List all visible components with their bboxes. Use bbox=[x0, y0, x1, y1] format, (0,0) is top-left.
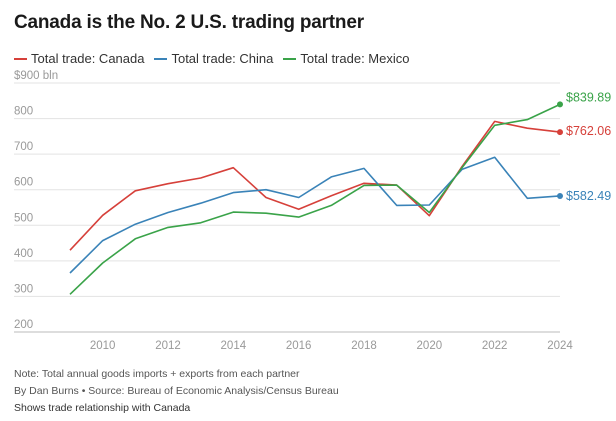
x-tick-label-2010: 2010 bbox=[90, 340, 116, 352]
y-tick-label-800: 800 bbox=[14, 106, 33, 118]
legend: Total trade: Canada Total trade: China T… bbox=[14, 51, 409, 66]
chart-note: Note: Total annual goods imports + expor… bbox=[14, 368, 300, 380]
legend-label-canada: Total trade: Canada bbox=[31, 51, 145, 66]
chart-title: Canada is the No. 2 U.S. trading partner bbox=[14, 12, 364, 33]
y-tick-label-400: 400 bbox=[14, 248, 33, 260]
legend-item-mexico: Total trade: Mexico bbox=[283, 51, 409, 66]
y-tick-label-700: 700 bbox=[14, 141, 33, 153]
legend-item-canada: Total trade: Canada bbox=[14, 51, 144, 66]
chart-relation: Shows trade relationship with Canada bbox=[14, 402, 191, 414]
x-tick-label-2018: 2018 bbox=[351, 340, 377, 352]
legend-item-china: Total trade: China bbox=[154, 51, 273, 66]
x-tick-label-2022: 2022 bbox=[482, 340, 508, 352]
legend-label-mexico: Total trade: Mexico bbox=[300, 51, 410, 66]
end-label-canada: $762.06 bbox=[566, 124, 611, 138]
x-tick-label-2012: 2012 bbox=[155, 340, 181, 352]
y-tick-label-300: 300 bbox=[14, 283, 33, 295]
end-label-china: $582.49 bbox=[566, 189, 611, 203]
legend-label-china: Total trade: China bbox=[171, 51, 274, 66]
series-line-mexico bbox=[69, 103, 561, 295]
legend-swatch-mexico bbox=[283, 57, 297, 60]
series-line-china bbox=[69, 156, 561, 274]
x-tick-label-2024: 2024 bbox=[547, 340, 573, 352]
y-tick-label-500: 500 bbox=[14, 212, 33, 224]
y-tick-label-200: 200 bbox=[14, 319, 33, 331]
y-tick-label-600: 600 bbox=[14, 177, 33, 189]
x-tick-label-2020: 2020 bbox=[417, 340, 443, 352]
legend-swatch-china bbox=[154, 57, 168, 60]
data-point-canada-2024 bbox=[557, 129, 563, 136]
chart-credit: By Dan Burns • Source: Bureau of Economi… bbox=[14, 385, 339, 397]
series-line-canada bbox=[69, 120, 561, 251]
data-point-mexico-2024 bbox=[557, 101, 563, 108]
x-tick-label-2014: 2014 bbox=[221, 340, 247, 352]
x-tick-label-2016: 2016 bbox=[286, 340, 312, 352]
data-point-china-2024 bbox=[557, 192, 563, 199]
end-label-mexico: $839.89 bbox=[566, 90, 611, 104]
y-tick-label-900: $900 bln bbox=[14, 70, 58, 82]
legend-swatch-canada bbox=[14, 57, 27, 60]
